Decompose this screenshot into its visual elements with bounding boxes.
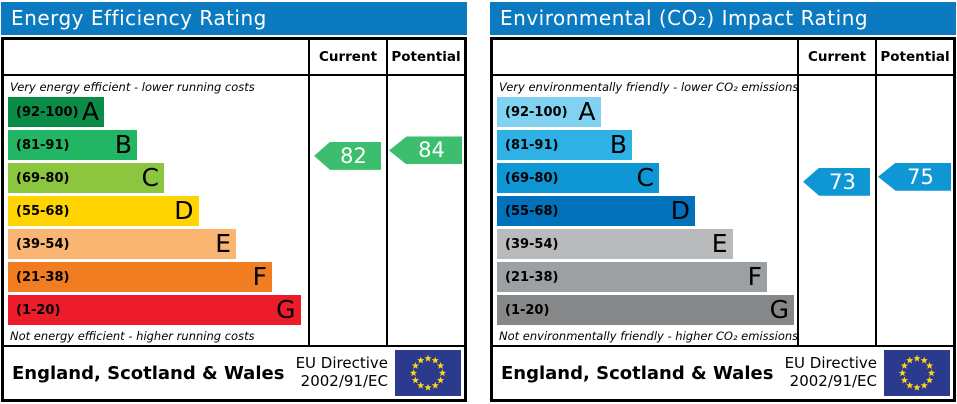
eu-directive-line2: 2002/91/EC: [789, 372, 877, 390]
potential-column-header: Potential: [386, 40, 464, 74]
environmental-potential-column: 75: [875, 76, 953, 345]
region-label: England, Scotland & Wales: [12, 362, 285, 384]
rating-band-a: (92-100) A: [8, 97, 104, 127]
current-column-header: Current: [797, 40, 875, 74]
band-range-label: (39-54): [16, 236, 70, 252]
top-note: Very environmentally friendly - lower CO…: [499, 80, 799, 94]
region-label: England, Scotland & Wales: [501, 362, 774, 384]
rating-band-e: (39-54) E: [8, 229, 236, 259]
energy-current-column: 82: [308, 76, 386, 345]
energy-potential-column: 84: [386, 76, 464, 345]
band-letter: G: [769, 295, 789, 324]
rating-band-g: (1-20) G: [497, 295, 794, 325]
current-rating-arrow: 73: [803, 167, 870, 196]
current-rating-arrow: 82: [314, 141, 381, 170]
environmental-footer-row: England, Scotland & Wales EU Directive 2…: [493, 345, 953, 399]
potential-rating-arrow: 84: [389, 136, 462, 165]
band-range-label: (92-100): [16, 104, 79, 120]
eu-flag-icon: [884, 350, 950, 396]
environmental-panel-title: Environmental (CO₂) Impact Rating: [490, 2, 956, 35]
rating-band-b: (81-91) B: [8, 130, 137, 160]
top-note: Very energy efficient - lower running co…: [10, 80, 255, 94]
rating-band-b: (81-91) B: [497, 130, 632, 160]
environmental-header-row: Current Potential: [493, 40, 953, 76]
energy-efficiency-panel: Energy Efficiency Rating Current Potenti…: [1, 2, 467, 402]
band-range-label: (1-20): [505, 302, 550, 318]
band-range-label: (55-68): [16, 203, 70, 219]
eu-directive-label: EU Directive 2002/91/EC: [296, 355, 395, 390]
band-letter: G: [276, 295, 296, 324]
band-letter: C: [636, 163, 654, 192]
band-range-label: (81-91): [505, 137, 559, 153]
eu-directive-label: EU Directive 2002/91/EC: [785, 355, 884, 390]
rating-band-f: (21-38) F: [497, 262, 767, 292]
environmental-panel-frame: Current Potential Very environmentally f…: [490, 37, 956, 402]
band-range-label: (55-68): [505, 203, 559, 219]
bottom-note: Not energy efficient - higher running co…: [10, 329, 255, 343]
energy-bands: (92-100) A (81-91) B (69-80) C (55-68) D (39-54)…: [4, 97, 308, 328]
energy-header-row: Current Potential: [4, 40, 464, 76]
energy-bands-cell: Very energy efficient - lower running co…: [4, 76, 308, 345]
band-letter: F: [747, 262, 762, 291]
potential-column-header: Potential: [875, 40, 953, 74]
rating-band-g: (1-20) G: [8, 295, 301, 325]
band-letter: F: [252, 262, 267, 291]
environmental-bands-cell: Very environmentally friendly - lower CO…: [493, 76, 799, 345]
band-range-label: (92-100): [505, 104, 568, 120]
rating-band-c: (69-80) C: [497, 163, 659, 193]
band-letter: A: [578, 97, 596, 126]
band-range-label: (39-54): [505, 236, 559, 252]
rating-band-d: (55-68) D: [8, 196, 199, 226]
energy-chart-area: Very energy efficient - lower running co…: [4, 76, 464, 345]
energy-panel-frame: Current Potential Very energy efficient …: [1, 37, 467, 402]
eu-flag-icon: [395, 350, 461, 396]
band-range-label: (69-80): [505, 170, 559, 186]
band-letter: A: [81, 97, 99, 126]
current-column-header: Current: [308, 40, 386, 74]
header-spacer: [4, 40, 308, 74]
band-range-label: (21-38): [505, 269, 559, 285]
rating-band-a: (92-100) A: [497, 97, 601, 127]
eu-directive-line1: EU Directive: [784, 354, 877, 373]
band-letter: D: [174, 196, 194, 225]
environmental-current-column: 73: [797, 76, 875, 345]
rating-band-d: (55-68) D: [497, 196, 695, 226]
band-range-label: (69-80): [16, 170, 70, 186]
band-letter: E: [215, 229, 231, 258]
energy-panel-title: Energy Efficiency Rating: [1, 2, 467, 35]
eu-directive-line1: EU Directive: [295, 354, 388, 373]
rating-band-f: (21-38) F: [8, 262, 272, 292]
band-letter: B: [114, 130, 132, 159]
eu-directive-line2: 2002/91/EC: [300, 372, 388, 390]
band-range-label: (1-20): [16, 302, 61, 318]
header-spacer: [493, 40, 797, 74]
environmental-bands: (92-100) A (81-91) B (69-80) C (55-68) D (39-54)…: [493, 97, 797, 328]
bottom-note: Not environmentally friendly - higher CO…: [499, 329, 799, 343]
band-range-label: (21-38): [16, 269, 70, 285]
energy-footer-row: England, Scotland & Wales EU Directive 2…: [4, 345, 464, 399]
rating-band-e: (39-54) E: [497, 229, 733, 259]
potential-rating-arrow: 75: [878, 162, 951, 191]
band-letter: D: [670, 196, 690, 225]
band-letter: C: [141, 163, 159, 192]
environmental-chart-area: Very environmentally friendly - lower CO…: [493, 76, 953, 345]
environmental-impact-panel: Environmental (CO₂) Impact Rating Curren…: [490, 2, 956, 402]
band-range-label: (81-91): [16, 137, 70, 153]
band-letter: B: [609, 130, 627, 159]
band-letter: E: [711, 229, 728, 258]
rating-band-c: (69-80) C: [8, 163, 164, 193]
